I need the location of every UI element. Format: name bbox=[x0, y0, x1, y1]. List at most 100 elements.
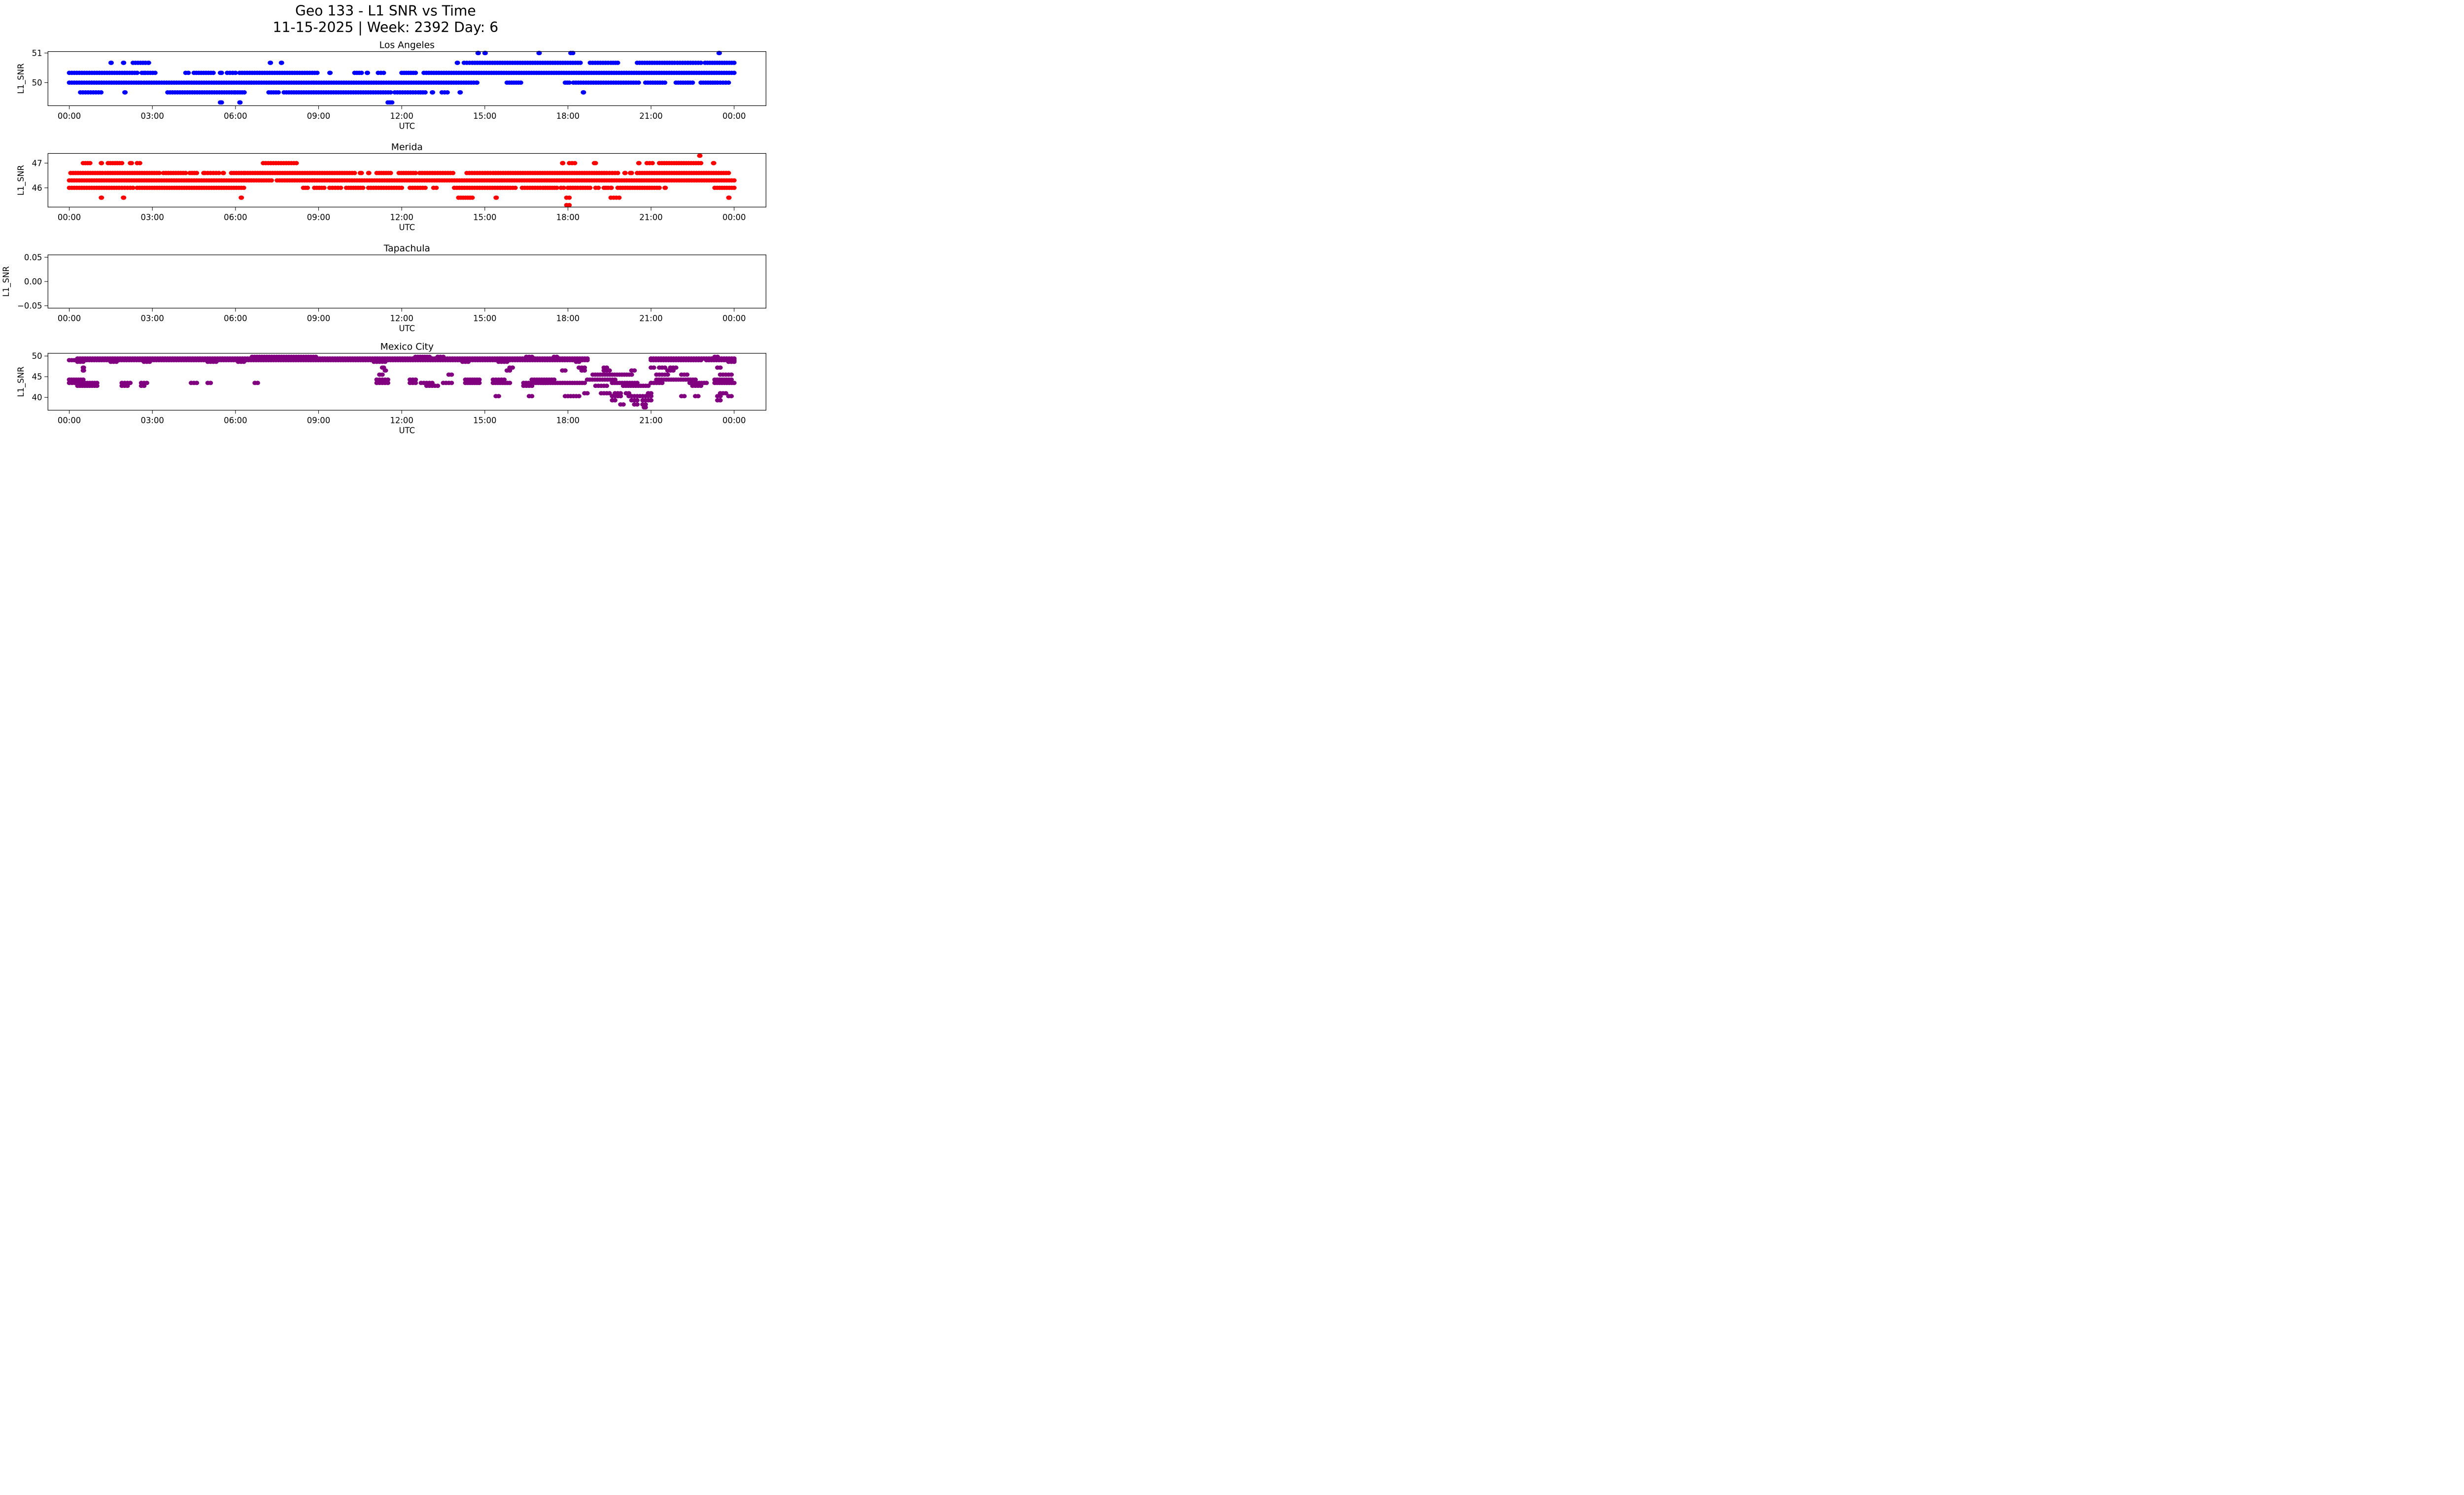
x-tick-label: 09:00 bbox=[307, 213, 330, 222]
x-tick-label: 00:00 bbox=[58, 213, 81, 222]
data-point bbox=[615, 61, 620, 65]
data-point bbox=[313, 354, 318, 359]
data-point bbox=[360, 185, 366, 190]
data-point bbox=[109, 61, 114, 65]
data-point bbox=[636, 161, 642, 166]
data-point bbox=[80, 359, 86, 364]
data-point bbox=[219, 70, 224, 75]
x-tick-label: 00:00 bbox=[58, 314, 81, 323]
data-point bbox=[554, 185, 559, 190]
x-tick-label: 00:00 bbox=[722, 314, 746, 323]
data-point bbox=[567, 195, 572, 200]
data-point bbox=[582, 381, 587, 385]
data-point bbox=[651, 365, 656, 370]
data-point bbox=[152, 70, 158, 75]
data-point bbox=[455, 61, 460, 65]
data-point bbox=[729, 377, 734, 382]
data-point bbox=[125, 383, 130, 388]
x-tick-label: 06:00 bbox=[224, 111, 247, 121]
data-point bbox=[704, 381, 709, 385]
data-point bbox=[279, 61, 284, 65]
data-point bbox=[582, 368, 587, 373]
data-point bbox=[430, 90, 436, 95]
data-point bbox=[382, 359, 388, 364]
x-tick-label: 00:00 bbox=[58, 416, 81, 425]
data-point bbox=[80, 377, 86, 382]
data-point bbox=[613, 377, 617, 382]
subplot-title: Los Angeles bbox=[379, 40, 435, 51]
subplots: Los Angeles 00:00 03:00 06:00 09:00 12:00 15:0… bbox=[1, 40, 766, 435]
data-point bbox=[663, 185, 668, 190]
y-tick-label: 0.05 bbox=[24, 253, 42, 262]
data-point bbox=[352, 171, 357, 175]
x-axis-label: UTC bbox=[399, 223, 415, 232]
x-tick-label: 00:00 bbox=[722, 213, 746, 222]
data-point bbox=[616, 195, 622, 200]
data-point bbox=[413, 381, 418, 385]
data-point bbox=[183, 171, 188, 175]
figure-title: Geo 133 - L1 SNR vs Time bbox=[295, 3, 476, 19]
data-point bbox=[504, 359, 510, 364]
data-point bbox=[656, 185, 662, 190]
data-point bbox=[731, 178, 737, 183]
data-point bbox=[507, 368, 513, 373]
data-point bbox=[381, 70, 386, 75]
data-point bbox=[434, 185, 439, 190]
data-point bbox=[729, 372, 734, 377]
data-point bbox=[632, 368, 637, 373]
scatter-series bbox=[67, 153, 737, 208]
x-tick-label: 00:00 bbox=[58, 111, 81, 121]
x-tick-label: 18:00 bbox=[556, 416, 580, 425]
data-point bbox=[427, 354, 432, 359]
data-point bbox=[338, 185, 343, 190]
data-point bbox=[359, 70, 364, 75]
scatter-series bbox=[67, 354, 737, 410]
data-point bbox=[305, 185, 310, 190]
data-point bbox=[731, 185, 737, 190]
data-point bbox=[649, 398, 654, 403]
x-tick-label: 12:00 bbox=[390, 111, 413, 121]
x-tick-label: 12:00 bbox=[390, 213, 413, 222]
data-point bbox=[221, 171, 226, 175]
data-point bbox=[321, 185, 327, 190]
subplot-title: Merida bbox=[391, 142, 423, 152]
data-point bbox=[255, 381, 260, 385]
data-point bbox=[629, 372, 634, 377]
x-tick-label: 15:00 bbox=[473, 416, 496, 425]
data-point bbox=[379, 372, 385, 377]
x-axis-label: UTC bbox=[399, 426, 415, 435]
data-point bbox=[529, 354, 535, 359]
data-point bbox=[494, 195, 499, 200]
axes-frame bbox=[47, 51, 766, 106]
x-axis-label: UTC bbox=[399, 121, 415, 131]
y-tick-label: 50 bbox=[32, 78, 42, 87]
data-point bbox=[529, 394, 535, 399]
data-point bbox=[458, 90, 463, 95]
data-point bbox=[328, 70, 333, 75]
data-point bbox=[629, 171, 634, 175]
data-point bbox=[560, 161, 566, 166]
x-tick-label: 03:00 bbox=[141, 213, 164, 222]
data-point bbox=[578, 61, 583, 65]
data-point bbox=[389, 100, 395, 105]
data-point bbox=[194, 381, 200, 385]
data-point bbox=[445, 90, 450, 95]
data-point bbox=[529, 383, 535, 388]
subplot-title: Tapachula bbox=[383, 243, 430, 254]
data-point bbox=[576, 359, 582, 364]
data-point bbox=[576, 394, 582, 399]
data-point bbox=[441, 354, 446, 359]
data-point bbox=[518, 80, 523, 85]
data-point bbox=[137, 161, 142, 166]
y-axis-label: L1_SNR bbox=[16, 64, 26, 94]
data-point bbox=[275, 90, 281, 95]
data-point bbox=[496, 394, 501, 399]
data-point bbox=[693, 377, 698, 382]
data-point bbox=[210, 70, 216, 75]
data-point bbox=[615, 171, 620, 175]
data-point bbox=[717, 51, 722, 55]
data-point bbox=[94, 383, 100, 388]
axes-frame bbox=[47, 153, 766, 208]
subplot-mexico-city: Mexico City 00:00 03:00 06:00 09:00 12:00 15:0… bbox=[16, 342, 766, 435]
data-point bbox=[711, 161, 717, 166]
